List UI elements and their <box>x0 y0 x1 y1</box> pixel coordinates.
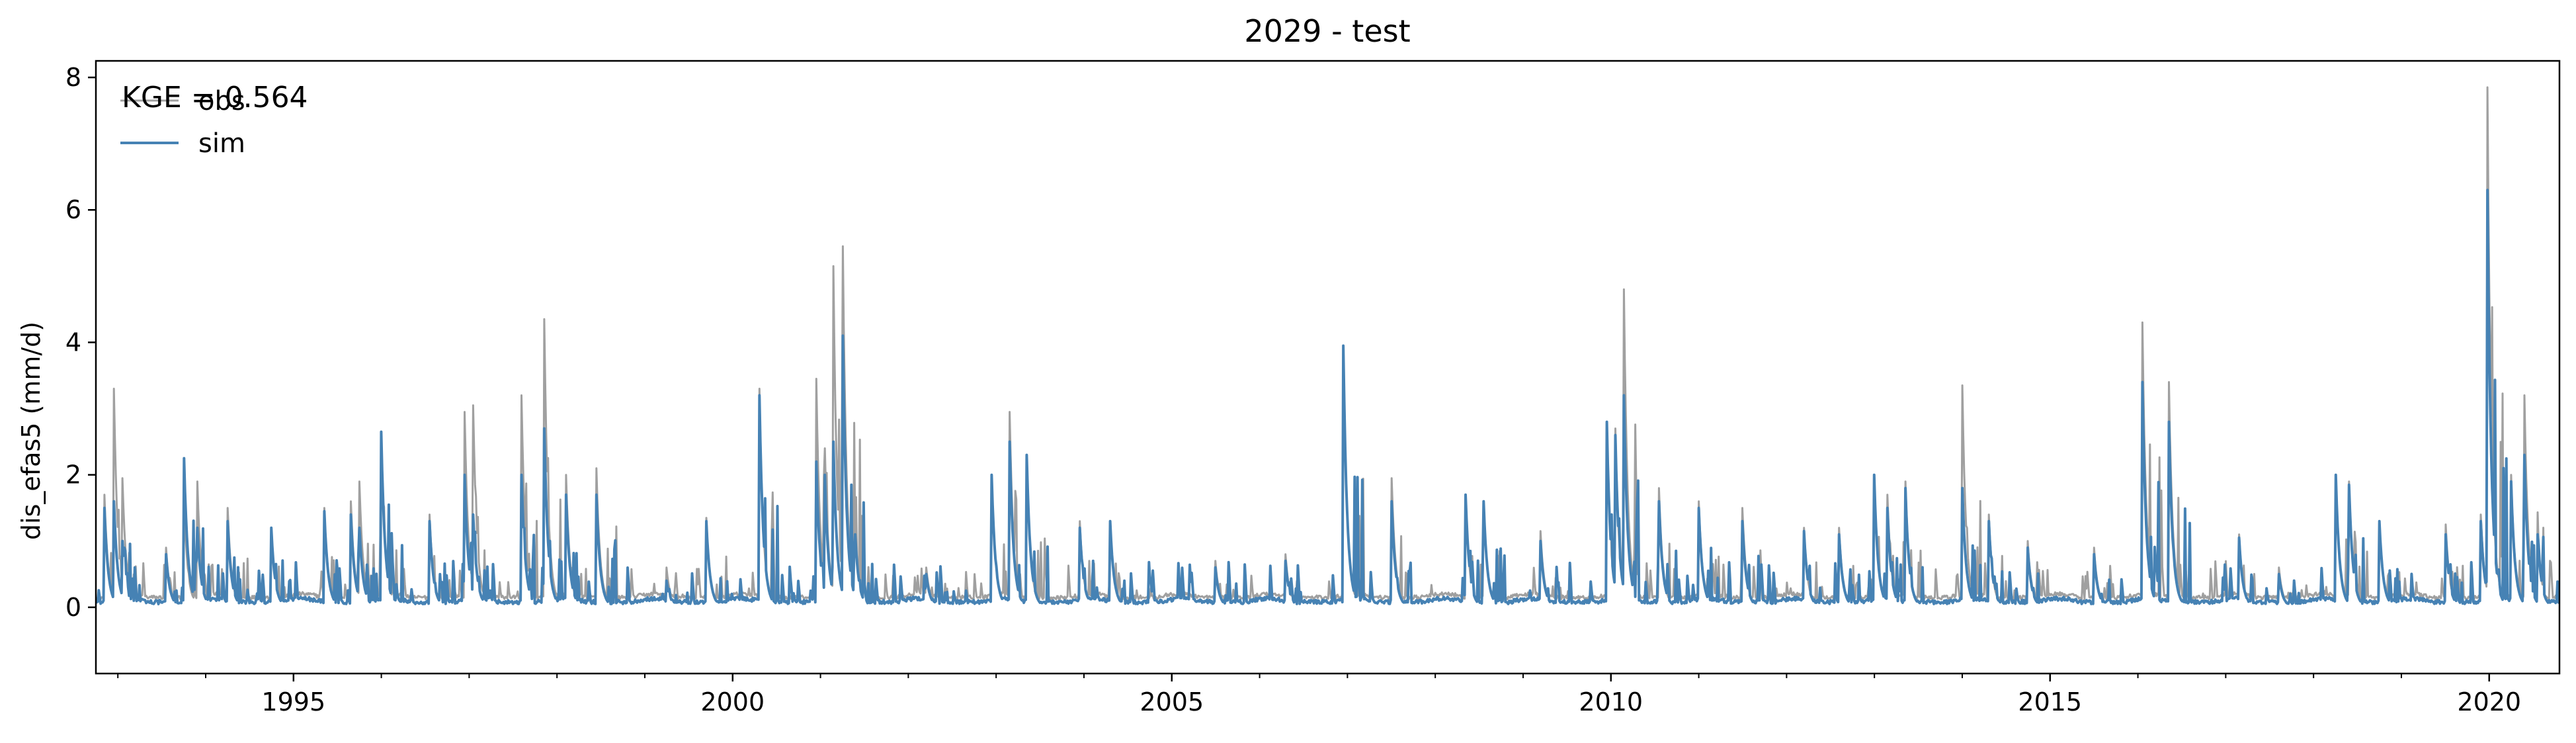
plot-frame <box>95 60 2561 675</box>
kge-annotation: KGE = 0.564 <box>122 81 308 114</box>
x-tick-label-1995: 1995 <box>261 687 325 717</box>
y-tick-label-2: 2 <box>65 460 81 490</box>
plot-area <box>96 86 2559 605</box>
x-tick-label-2005: 2005 <box>1140 687 1204 717</box>
x-tick-label-2015: 2015 <box>2018 687 2082 717</box>
chart-title: 2029 - test <box>1244 13 1410 49</box>
legend: obs sim KGE = 0.564 <box>120 81 308 159</box>
y-tick-label-8: 8 <box>65 63 81 92</box>
y-tick-label-4: 4 <box>65 328 81 357</box>
x-tick-label-2020: 2020 <box>2457 687 2521 717</box>
y-tick-label-0: 0 <box>65 593 81 622</box>
series-line-sim <box>96 189 2559 605</box>
axes: 0 2 4 6 8 1995 2000 2005 2010 2015 2020 <box>65 60 2561 717</box>
legend-label-sim: sim <box>198 128 245 159</box>
legend-label-obs: obs <box>198 86 245 116</box>
y-tick-label-6: 6 <box>65 195 81 224</box>
x-tick-label-2000: 2000 <box>700 687 765 717</box>
y-axis-title: dis_efas5 (mm/d) <box>17 322 46 540</box>
x-tick-label-2010: 2010 <box>1579 687 1643 717</box>
